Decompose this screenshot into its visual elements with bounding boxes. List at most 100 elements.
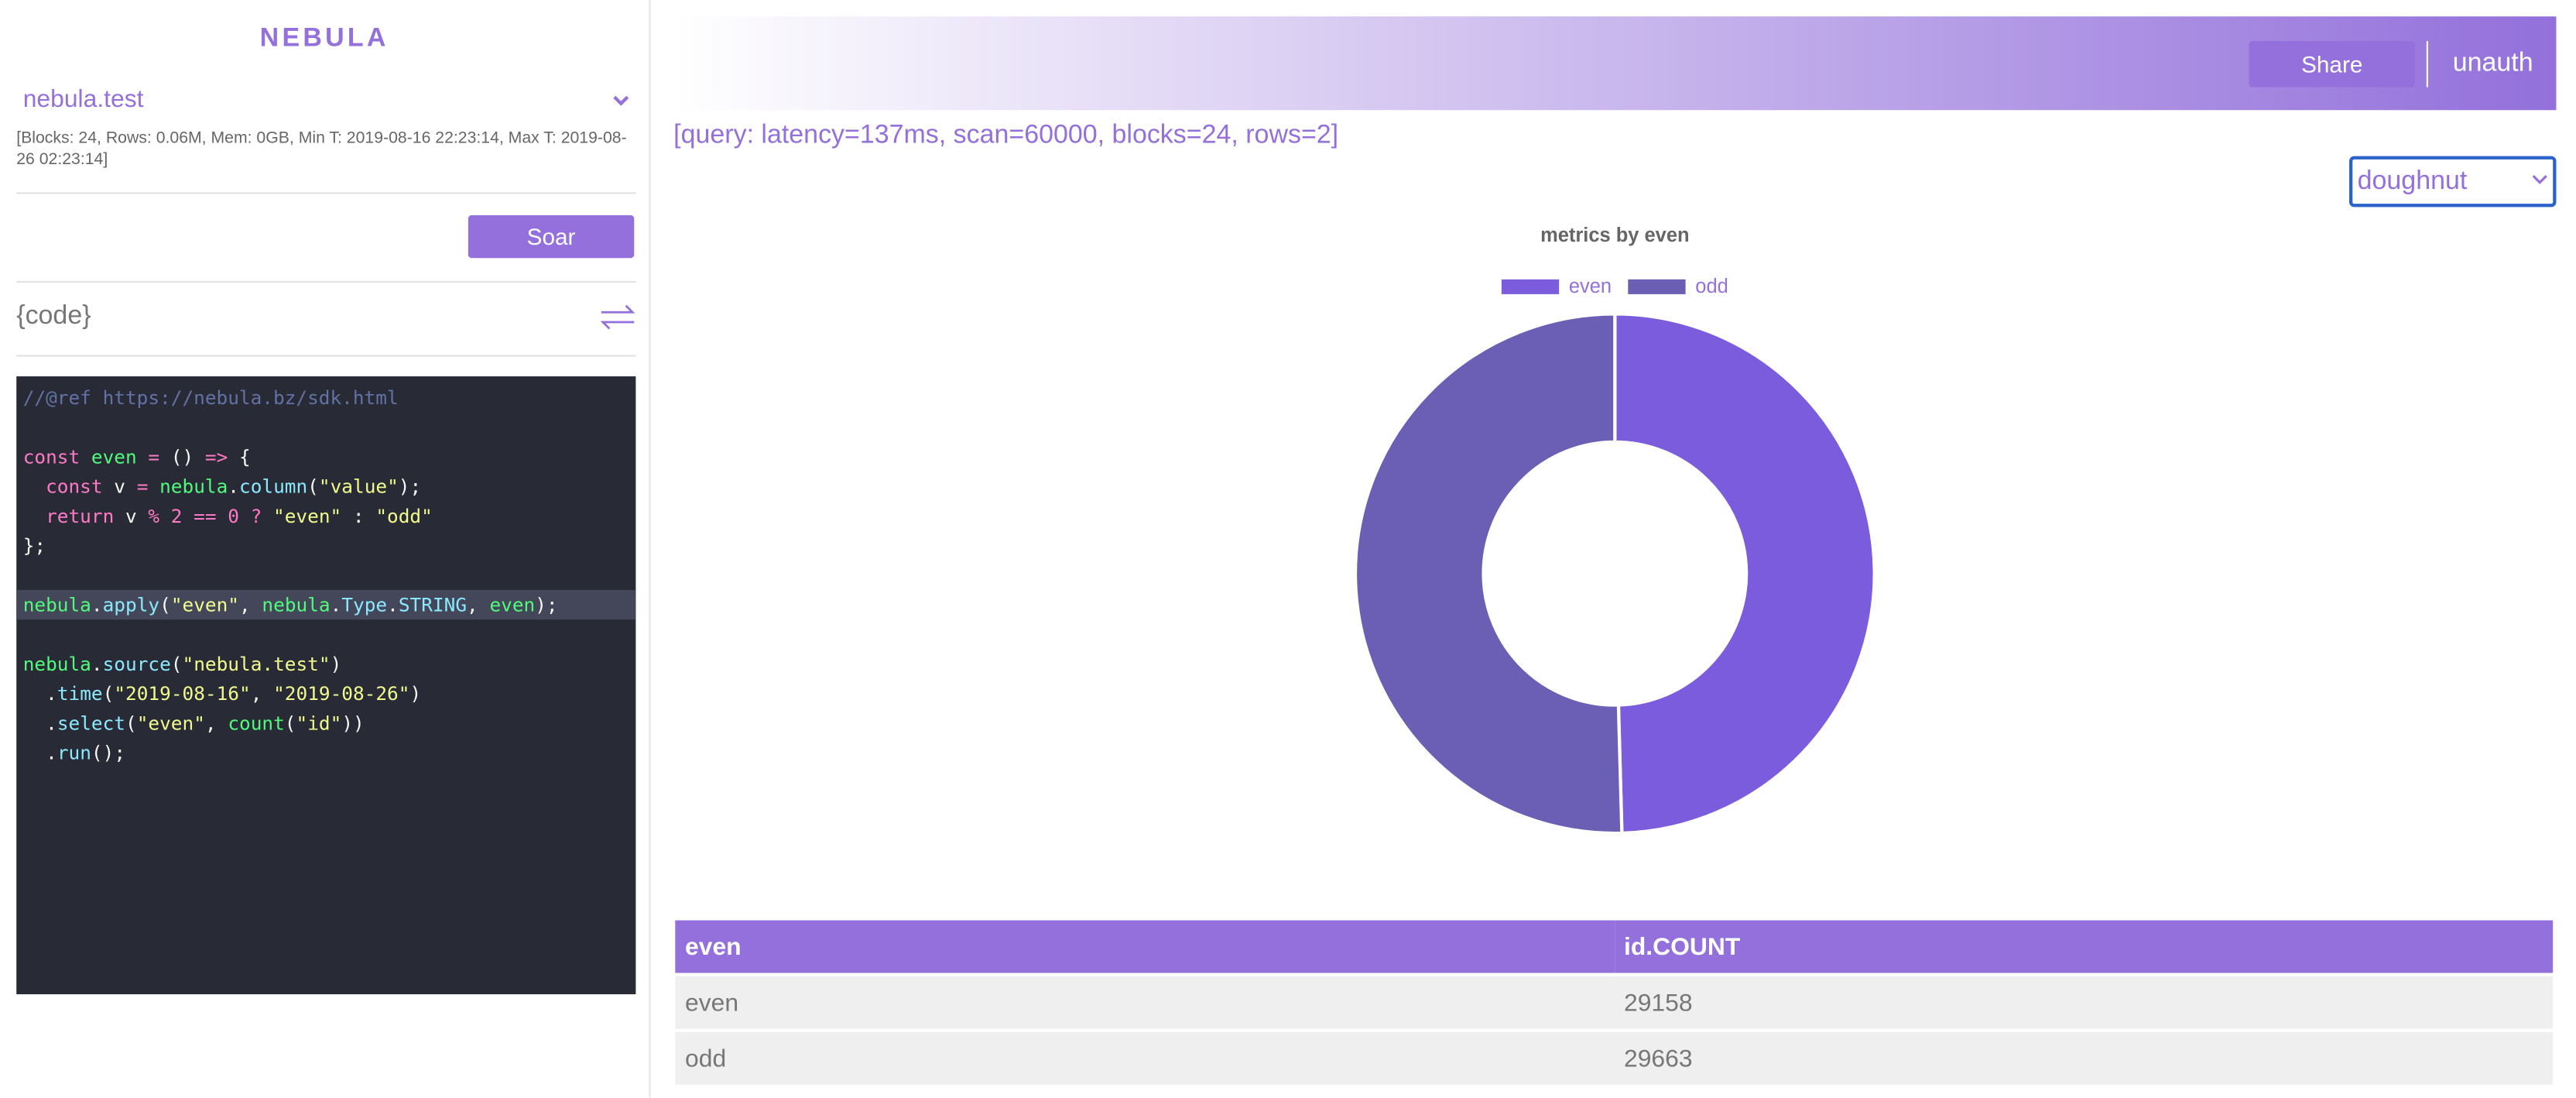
- separator: [16, 192, 636, 194]
- header-bar: [673, 16, 2557, 111]
- header-divider: [2426, 41, 2428, 87]
- swap-icon[interactable]: [600, 304, 636, 331]
- soar-button[interactable]: Soar: [468, 215, 635, 259]
- code-token: nebula: [159, 475, 228, 499]
- chart-title: metrics by even: [1540, 225, 1689, 246]
- doughnut-slice: [1613, 312, 1876, 836]
- code-token: ): [330, 652, 342, 676]
- code-line: return v % 2 == 0 ? "even" : "odd": [16, 501, 635, 530]
- code-token: count: [228, 711, 285, 735]
- header-cell: even: [675, 920, 1615, 973]
- code-line: [16, 561, 635, 590]
- code-token: return: [22, 504, 115, 528]
- code-token: (: [159, 593, 171, 616]
- code-token: };: [22, 534, 46, 558]
- legend-label: odd: [1695, 276, 1728, 297]
- cell: 29663: [1614, 1031, 2554, 1085]
- code-label: {code}: [16, 302, 91, 331]
- code-token: time: [57, 681, 103, 705]
- code-line: const even = () => {: [16, 442, 635, 472]
- code-line: //@ref https://nebula.bz/sdk.html: [16, 383, 635, 413]
- cell: odd: [675, 1031, 1615, 1085]
- share-button[interactable]: Share: [2249, 41, 2415, 87]
- code-token: (: [307, 475, 319, 499]
- code-token: :: [341, 504, 376, 528]
- code-token: nebula: [22, 652, 91, 676]
- code-line: nebula.source("nebula.test"): [16, 649, 635, 678]
- code-token: (: [125, 711, 137, 735]
- code-token: ,: [239, 593, 262, 616]
- chart: metrics by even even odd: [1353, 225, 1876, 836]
- code-token: ,: [204, 711, 228, 735]
- code-token: "2019-08-16": [114, 681, 251, 705]
- table-row: odd 29663: [675, 1031, 2554, 1085]
- code-token: even: [489, 593, 536, 616]
- header-cell: id.COUNT: [1614, 920, 2554, 973]
- code-token: .: [22, 711, 57, 735]
- code-token: ): [409, 681, 422, 705]
- separator: [16, 355, 636, 357]
- doughnut-slice: [1353, 312, 1624, 836]
- code-token: "nebula.test": [182, 652, 331, 676]
- code-token: select: [57, 711, 125, 735]
- code-token: "even": [136, 711, 205, 735]
- code-token: STRING: [398, 593, 468, 616]
- code-token: );: [398, 475, 422, 499]
- cell: even: [675, 976, 1615, 1029]
- code-token: .: [91, 652, 103, 676]
- code-token: % 2 == 0 ?: [148, 504, 274, 528]
- code-line: .run();: [16, 738, 635, 767]
- cell: 29158: [1614, 976, 2554, 1029]
- source-select[interactable]: nebula.test: [22, 85, 144, 114]
- legend-swatch: [1501, 279, 1560, 294]
- code-token: "even": [273, 504, 342, 528]
- code-token: apply: [102, 593, 160, 616]
- chevron: [2532, 174, 2547, 184]
- chevron: [613, 95, 629, 106]
- code-token: ,: [467, 593, 490, 616]
- code-token: =: [136, 475, 160, 499]
- code-token: even: [80, 445, 149, 468]
- code-token: (: [170, 652, 183, 676]
- code-token: {: [239, 445, 251, 468]
- result-table: even id.COUNT even 29158 odd 29663: [675, 917, 2554, 1088]
- code-token: v: [114, 504, 149, 528]
- code-token: .: [330, 593, 342, 616]
- code-token: );: [535, 593, 558, 616]
- code-token: column: [239, 475, 308, 499]
- divider: [649, 0, 651, 1098]
- code-token: "id": [296, 711, 342, 735]
- code-line: [16, 619, 635, 649]
- table-row: even 29158: [675, 976, 2554, 1029]
- code-token: =: [148, 445, 171, 468]
- code-token: v: [102, 475, 137, 499]
- display-select[interactable]: doughnut: [2349, 156, 2557, 208]
- code-line: .select("even", count("id")): [16, 709, 635, 738]
- code-token: const: [22, 475, 103, 499]
- code-token: .: [22, 681, 57, 705]
- code-line: nebula.apply("even", nebula.Type.STRING,…: [16, 589, 636, 620]
- code-editor[interactable]: //@ref https://nebula.bz/sdk.html const e…: [16, 376, 636, 995]
- code-token: ();: [91, 741, 126, 764]
- code-token: "odd": [375, 504, 433, 528]
- code-token: )): [341, 711, 365, 735]
- code-token: Type: [341, 593, 388, 616]
- code-token: (): [170, 445, 205, 468]
- code-token: const: [22, 445, 80, 468]
- code-token: source: [102, 652, 171, 676]
- user[interactable]: unauth: [2452, 49, 2533, 77]
- code-token: ,: [250, 681, 274, 705]
- code-token: .: [22, 741, 57, 764]
- brand: NEBULA: [259, 24, 389, 53]
- code-line: };: [16, 531, 635, 561]
- code-line: const v = nebula.column("value");: [16, 472, 635, 501]
- code-token: (: [284, 711, 296, 735]
- code-line: [16, 413, 635, 442]
- code-token: "even": [170, 593, 240, 616]
- code-token: =>: [204, 445, 240, 468]
- code-token: run: [57, 741, 91, 764]
- code-token: .: [387, 593, 399, 616]
- source-info: [Blocks: 24, Rows: 0.06M, Mem: 0GB, Min …: [16, 129, 627, 170]
